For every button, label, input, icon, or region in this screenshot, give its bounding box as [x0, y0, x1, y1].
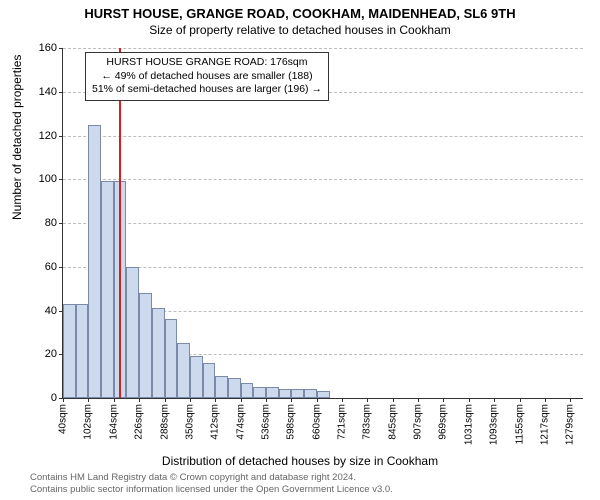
x-tick-label: 412sqm — [210, 404, 221, 440]
x-tick-mark — [418, 398, 419, 402]
x-tick-label: 845sqm — [387, 404, 398, 440]
x-tick-mark — [241, 398, 242, 402]
x-tick-label: 288sqm — [159, 404, 170, 440]
x-tick-mark — [165, 398, 166, 402]
annotation-line1: HURST HOUSE GRANGE ROAD: 176sqm — [92, 56, 322, 70]
x-tick-label: 1217sqm — [539, 404, 550, 445]
x-tick-label: 660sqm — [311, 404, 322, 440]
histogram-bar — [190, 356, 203, 398]
gridline — [63, 179, 583, 180]
y-tick-label: 20 — [45, 348, 57, 360]
x-tick-label: 1031sqm — [463, 404, 474, 445]
histogram-bar — [126, 267, 139, 398]
x-axis-label: Distribution of detached houses by size … — [0, 454, 600, 468]
x-tick-label: 1155sqm — [514, 404, 525, 444]
x-tick-label: 350sqm — [184, 404, 195, 440]
y-tick-label: 60 — [45, 261, 57, 273]
y-tick-label: 0 — [51, 392, 57, 404]
x-tick-label: 226sqm — [134, 404, 145, 440]
x-tick-label: 474sqm — [235, 404, 246, 440]
footer-line2: Contains public sector information licen… — [30, 484, 393, 496]
x-tick-label: 721sqm — [336, 404, 347, 440]
histogram-bar — [101, 181, 114, 398]
histogram-chart: HURST HOUSE, GRANGE ROAD, COOKHAM, MAIDE… — [0, 0, 600, 500]
histogram-bar — [152, 308, 165, 398]
x-tick-mark — [367, 398, 368, 402]
y-tick-label: 80 — [45, 217, 57, 229]
x-tick-mark — [88, 398, 89, 402]
y-tick-label: 120 — [39, 130, 57, 142]
x-tick-label: 1093sqm — [489, 404, 500, 445]
x-tick-label: 783sqm — [362, 404, 373, 440]
x-tick-label: 102sqm — [83, 404, 94, 440]
x-tick-mark — [266, 398, 267, 402]
y-tick-mark — [59, 223, 63, 224]
histogram-bar — [266, 387, 279, 398]
x-tick-mark — [317, 398, 318, 402]
x-tick-label: 40sqm — [58, 404, 69, 434]
x-tick-mark — [190, 398, 191, 402]
x-tick-mark — [139, 398, 140, 402]
y-tick-mark — [59, 267, 63, 268]
histogram-bar — [76, 304, 89, 398]
x-tick-label: 1279sqm — [565, 404, 576, 445]
x-tick-mark — [291, 398, 292, 402]
x-tick-mark — [520, 398, 521, 402]
annotation-box: HURST HOUSE GRANGE ROAD: 176sqm ← 49% of… — [85, 52, 329, 101]
histogram-bar — [317, 391, 330, 398]
histogram-bar — [203, 363, 216, 398]
y-tick-mark — [59, 92, 63, 93]
annotation-line2: ← 49% of detached houses are smaller (18… — [92, 70, 322, 84]
chart-title: HURST HOUSE, GRANGE ROAD, COOKHAM, MAIDE… — [0, 0, 600, 21]
histogram-bar — [253, 387, 266, 398]
gridline — [63, 267, 583, 268]
histogram-bar — [304, 389, 317, 398]
histogram-bar — [139, 293, 152, 398]
x-tick-mark — [215, 398, 216, 402]
histogram-bar — [63, 304, 76, 398]
histogram-bar — [88, 125, 101, 398]
x-tick-mark — [545, 398, 546, 402]
histogram-bar — [291, 389, 304, 398]
histogram-bar — [215, 376, 228, 398]
x-tick-mark — [393, 398, 394, 402]
x-tick-label: 969sqm — [438, 404, 449, 440]
histogram-bar — [165, 319, 178, 398]
y-tick-label: 40 — [45, 305, 57, 317]
gridline — [63, 136, 583, 137]
gridline — [63, 223, 583, 224]
y-tick-mark — [59, 136, 63, 137]
plot-area: 02040608010012014016040sqm102sqm164sqm22… — [62, 48, 583, 399]
x-tick-label: 536sqm — [261, 404, 272, 440]
annotation-line3: 51% of semi-detached houses are larger (… — [92, 83, 322, 97]
y-tick-mark — [59, 179, 63, 180]
footer-text: Contains HM Land Registry data © Crown c… — [30, 472, 393, 496]
histogram-bar — [228, 378, 241, 398]
y-tick-label: 160 — [39, 42, 57, 54]
histogram-bar — [177, 343, 190, 398]
y-tick-label: 100 — [39, 173, 57, 185]
x-tick-mark — [63, 398, 64, 402]
x-tick-label: 907sqm — [412, 404, 423, 440]
x-tick-mark — [570, 398, 571, 402]
x-tick-mark — [342, 398, 343, 402]
x-tick-label: 598sqm — [286, 404, 297, 440]
y-tick-label: 140 — [39, 86, 57, 98]
histogram-bar — [241, 383, 254, 398]
footer-line1: Contains HM Land Registry data © Crown c… — [30, 472, 393, 484]
gridline — [63, 48, 583, 49]
x-tick-mark — [443, 398, 444, 402]
histogram-bar — [279, 389, 292, 398]
x-tick-mark — [114, 398, 115, 402]
x-tick-mark — [494, 398, 495, 402]
y-tick-mark — [59, 48, 63, 49]
y-axis-label: Number of detached properties — [10, 55, 24, 220]
x-tick-label: 164sqm — [108, 404, 119, 440]
chart-subtitle: Size of property relative to detached ho… — [0, 21, 600, 37]
x-tick-mark — [469, 398, 470, 402]
